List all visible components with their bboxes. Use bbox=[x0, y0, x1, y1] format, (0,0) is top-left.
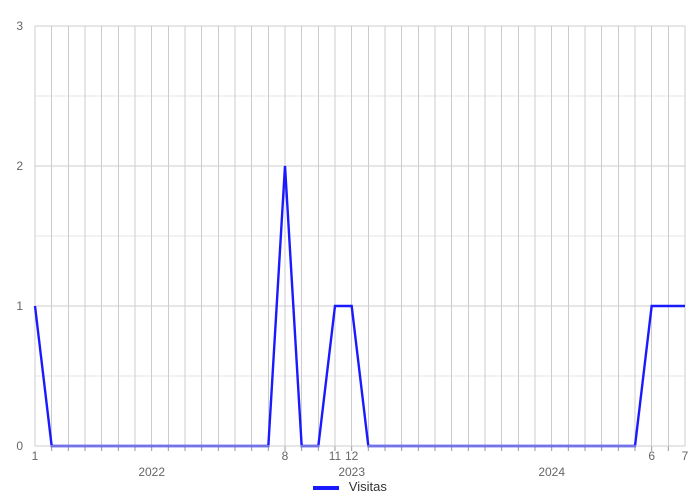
chart-plot: 012318111267202220232024 bbox=[0, 0, 700, 500]
svg-text:1: 1 bbox=[16, 299, 23, 313]
svg-text:1: 1 bbox=[32, 449, 39, 463]
svg-text:2022: 2022 bbox=[138, 465, 165, 479]
svg-text:12: 12 bbox=[345, 449, 359, 463]
svg-text:2: 2 bbox=[16, 159, 23, 173]
svg-text:2023: 2023 bbox=[338, 465, 365, 479]
chart-container: Visitas 2024 de THE CLARKE PARTNERSHIP (… bbox=[0, 0, 700, 500]
svg-text:2024: 2024 bbox=[538, 465, 565, 479]
legend-label: Visitas bbox=[349, 479, 387, 494]
svg-text:8: 8 bbox=[282, 449, 289, 463]
legend-swatch bbox=[313, 486, 339, 490]
svg-text:7: 7 bbox=[682, 449, 689, 463]
svg-text:3: 3 bbox=[16, 19, 23, 33]
svg-text:6: 6 bbox=[648, 449, 655, 463]
svg-text:11: 11 bbox=[329, 449, 342, 463]
chart-legend: Visitas bbox=[0, 479, 700, 494]
svg-text:0: 0 bbox=[16, 439, 23, 453]
